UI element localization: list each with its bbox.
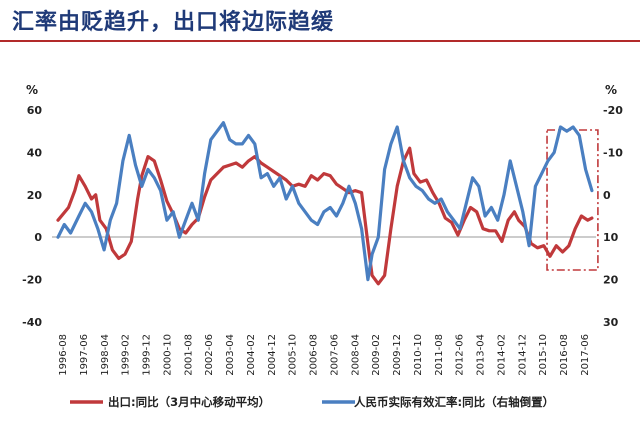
x-tick-label: 2002-06 xyxy=(204,334,215,376)
x-tick-label: 2001-08 xyxy=(183,334,194,376)
right-tick-label: 20 xyxy=(603,274,619,287)
left-tick-label: 20 xyxy=(27,189,43,202)
series-line-rmb-reer xyxy=(56,121,594,282)
right-tick-label: 10 xyxy=(603,231,619,244)
legend: 出口:同比（3月中心移动平均） 人民币实际有效汇率:同比（右轴倒置） xyxy=(70,395,554,409)
x-tick-label: 2004-12 xyxy=(267,334,278,376)
x-tick-label: 2000-10 xyxy=(162,334,173,376)
x-tick-label: 2013-04 xyxy=(476,334,487,376)
x-tick-label: 1998-04 xyxy=(100,334,111,376)
x-tick-label: 1999-02 xyxy=(121,334,132,376)
x-tick-label: 2003-04 xyxy=(225,334,236,376)
left-tick-label: 40 xyxy=(27,146,43,159)
series-line-exports xyxy=(56,146,594,286)
x-tick-label: 1996-08 xyxy=(58,334,69,376)
x-tick-label: 2006-08 xyxy=(309,334,320,376)
x-tick-label: 2011-08 xyxy=(434,334,445,376)
left-tick-label: -20 xyxy=(22,274,42,287)
x-tick-label: 2014-02 xyxy=(497,334,508,376)
x-axis-ticks: 1996-08 1997-06 1998-04 1999-02 1999-12 2000-… xyxy=(58,334,591,376)
legend-label: 出口:同比（3月中心移动平均） xyxy=(108,395,270,409)
right-tick-label: 30 xyxy=(603,316,619,329)
right-tick-label: 0 xyxy=(603,189,611,202)
right-axis-unit: % xyxy=(605,83,617,97)
x-tick-label: 2008-04 xyxy=(350,334,361,376)
x-tick-label: 2016-08 xyxy=(559,334,570,376)
series-lines xyxy=(56,121,594,286)
right-tick-label: -10 xyxy=(603,146,623,159)
page-title: 汇率由贬趋升，出口将边际趋缓 xyxy=(12,10,335,35)
legend-label: 人民币实际有效汇率:同比（右轴倒置） xyxy=(354,395,554,409)
x-tick-label: 2009-02 xyxy=(371,334,382,376)
x-tick-label: 2015-10 xyxy=(538,334,549,376)
highlight-box xyxy=(546,129,599,271)
x-tick-label: 2005-10 xyxy=(288,334,299,376)
x-tick-label: 2007-06 xyxy=(329,334,340,376)
right-tick-label: -20 xyxy=(603,104,623,117)
left-tick-label: 0 xyxy=(34,231,42,244)
x-tick-label: 1997-06 xyxy=(79,334,90,376)
title-divider xyxy=(0,40,640,42)
left-axis-ticks: 60 40 20 0 -20 -40 xyxy=(22,104,42,329)
x-tick-label: 2017-06 xyxy=(580,334,591,376)
x-tick-label: 2009-12 xyxy=(392,334,403,376)
right-axis-ticks: -20 -10 0 10 20 30 xyxy=(603,104,623,329)
x-tick-label: 2012-06 xyxy=(455,334,466,376)
left-tick-label: -40 xyxy=(22,316,42,329)
left-axis-unit: % xyxy=(26,83,38,97)
x-tick-label: 2014-12 xyxy=(517,334,528,376)
left-tick-label: 60 xyxy=(27,104,43,117)
x-tick-label: 2010-10 xyxy=(413,334,424,376)
x-tick-label: 2004-02 xyxy=(246,334,257,376)
x-tick-label: 1999-12 xyxy=(142,334,153,376)
